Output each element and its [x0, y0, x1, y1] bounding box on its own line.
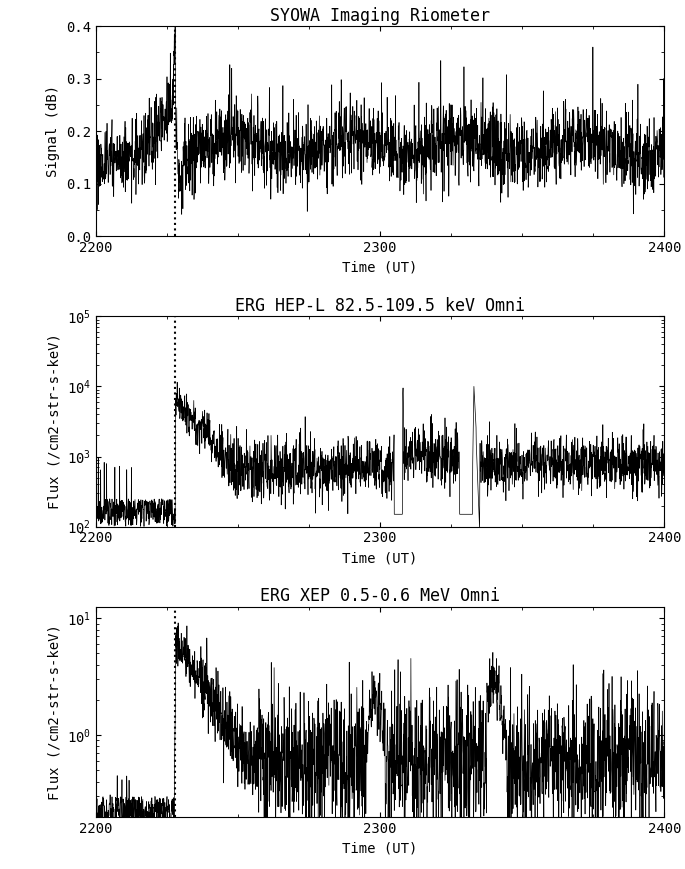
Title: ERG HEP-L 82.5-109.5 keV Omni: ERG HEP-L 82.5-109.5 keV Omni — [235, 296, 525, 315]
X-axis label: Time (UT): Time (UT) — [342, 551, 418, 565]
X-axis label: Time (UT): Time (UT) — [342, 841, 418, 855]
Y-axis label: Signal (dB): Signal (dB) — [47, 85, 60, 177]
Title: SYOWA Imaging Riometer: SYOWA Imaging Riometer — [270, 6, 490, 24]
Y-axis label: Flux (/cm2-str-s-keV): Flux (/cm2-str-s-keV) — [47, 334, 61, 509]
Y-axis label: Flux (/cm2-str-s-keV): Flux (/cm2-str-s-keV) — [47, 624, 62, 799]
Title: ERG XEP 0.5-0.6 MeV Omni: ERG XEP 0.5-0.6 MeV Omni — [260, 587, 500, 605]
X-axis label: Time (UT): Time (UT) — [342, 261, 418, 275]
